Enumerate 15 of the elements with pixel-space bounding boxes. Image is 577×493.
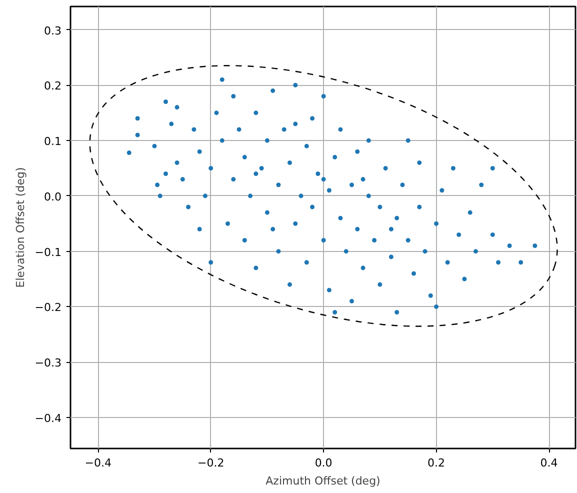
y-tick-label: 0.0 (44, 190, 62, 204)
y-tick-label: −0.2 (34, 301, 62, 314)
y-tick-label: 0.3 (44, 24, 62, 38)
x-tick-label: −0.2 (197, 456, 224, 470)
x-axis-title: Azimuth Offset (deg) (266, 474, 380, 488)
y-tick-label: −0.3 (34, 356, 62, 370)
y-tick-label: 0.2 (44, 80, 62, 93)
y-axis-title: Elevation Offset (deg) (14, 167, 27, 288)
y-tick-label: −0.4 (34, 412, 62, 425)
y-tick-label: −0.1 (34, 246, 62, 259)
x-tick-label: 0.2 (428, 456, 446, 470)
x-tick-label: 0.4 (540, 456, 558, 470)
x-tick-label: −0.4 (84, 456, 112, 470)
y-tick-label: 0.1 (44, 135, 62, 148)
x-tick-label: 0.0 (314, 456, 332, 470)
